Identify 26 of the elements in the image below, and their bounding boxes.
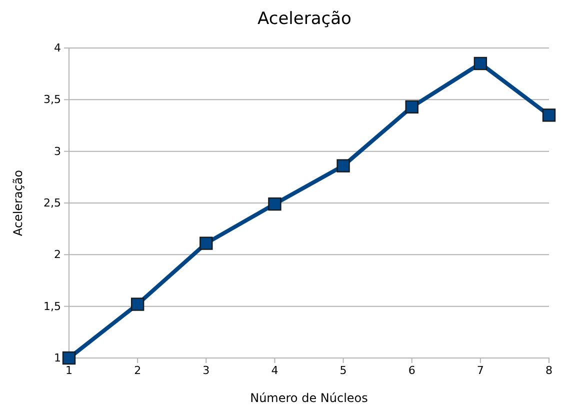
x-tick-label: 7	[476, 364, 484, 377]
point	[62, 351, 76, 365]
x-tick-label: 1	[66, 364, 72, 377]
x-tick-label: 4	[271, 364, 278, 377]
x-tick-label: 6	[408, 364, 416, 377]
y-tick-label: 3	[54, 144, 61, 158]
point	[336, 159, 350, 172]
point	[268, 197, 282, 211]
y-axis-title: Aceleração	[11, 170, 25, 236]
x-tick-label: 8	[546, 364, 552, 377]
chart-title: Aceleração	[258, 9, 352, 29]
x-tick-label: 3	[202, 364, 210, 377]
x-tick-label: 2	[134, 364, 142, 377]
point	[200, 236, 213, 250]
y-tick-label: 2	[54, 248, 61, 262]
y-tick-label: 2,5	[44, 196, 61, 210]
y-tick-label: 1,5	[44, 300, 61, 313]
point	[405, 100, 418, 114]
point	[542, 108, 556, 122]
x-tick-label: 5	[340, 364, 347, 377]
y-tick-label: 4	[54, 42, 61, 55]
point	[474, 56, 488, 70]
point	[130, 298, 144, 311]
y-tick-label: 3,5	[44, 93, 61, 106]
x-axis-title: Número de Núcleos	[250, 391, 368, 405]
y-tick-label: 1	[54, 352, 61, 365]
